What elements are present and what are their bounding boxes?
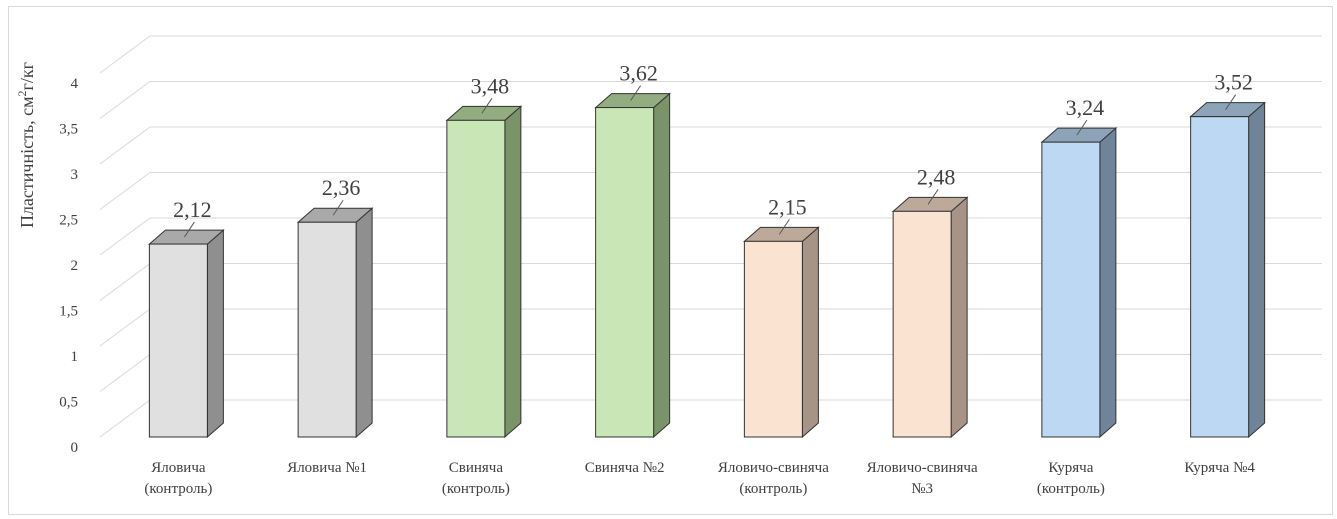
bar: 2,36 xyxy=(296,175,374,439)
x-tick-label: Яловича xyxy=(151,460,206,476)
x-tick-label: Свиняча xyxy=(449,460,504,476)
x-tick-label: Куряча xyxy=(1048,460,1093,476)
y-tick-label: 3 xyxy=(71,167,79,183)
data-label-leader xyxy=(481,98,493,114)
bar-front xyxy=(148,243,208,438)
bar-front xyxy=(297,221,357,438)
bar-front xyxy=(446,119,506,438)
x-tick-label: Яловича №1 xyxy=(287,460,367,476)
x-tick-label: №3 xyxy=(911,481,933,497)
bar-side xyxy=(355,207,373,439)
gridline-depth xyxy=(99,35,151,74)
data-label-leader xyxy=(630,85,642,101)
bar-side xyxy=(801,226,819,439)
y-tick-label: 2 xyxy=(71,258,79,274)
y-tick-label: 4 xyxy=(71,76,79,92)
bar: 3,24 xyxy=(1040,95,1118,439)
gridlines xyxy=(99,35,1322,438)
y-tick-label: 2,5 xyxy=(59,213,78,229)
y-tick-label: 3,5 xyxy=(59,122,78,138)
bar-side xyxy=(1099,127,1117,439)
data-label-leader xyxy=(1225,94,1237,110)
data-label-leader xyxy=(183,221,195,238)
bar: 2,15 xyxy=(743,194,820,439)
bar-front xyxy=(595,107,655,438)
bar-front xyxy=(1041,141,1101,438)
y-axis-ticks: 0 0,5 1 1,5 2 2,5 3 3,5 4 xyxy=(59,76,78,456)
x-tick-label: (контроль) xyxy=(442,481,510,497)
x-tick-label: (контроль) xyxy=(144,481,212,497)
x-tick-label: Яловичо-свиняча xyxy=(718,460,829,476)
bars: 2,12 2,36 3,48 3,62 2,15 2,48 3,24 3,52 xyxy=(148,61,1266,439)
y-tick-label: 0 xyxy=(71,440,79,456)
y-axis-title: Пластичність, см2г/кг xyxy=(15,62,37,228)
bar-side xyxy=(653,92,671,439)
data-label: 2,48 xyxy=(917,164,956,189)
data-label: 2,15 xyxy=(768,194,807,219)
data-label: 2,36 xyxy=(322,175,361,200)
gridline-depth xyxy=(99,172,151,210)
y-tick-label: 1 xyxy=(71,349,79,365)
bar-side xyxy=(950,196,968,439)
bar-side xyxy=(504,105,522,439)
x-tick-label: (контроль) xyxy=(1037,481,1105,497)
gridline-depth xyxy=(99,399,151,438)
data-label-leader xyxy=(927,189,939,205)
gridline-depth xyxy=(99,308,151,347)
bar-side xyxy=(1248,101,1266,439)
y-tick-label: 0,5 xyxy=(59,395,78,411)
bar-front xyxy=(892,210,952,438)
data-label: 3,48 xyxy=(471,73,510,98)
data-label: 3,52 xyxy=(1214,70,1253,95)
x-tick-label: (контроль) xyxy=(739,481,807,497)
gridline-depth xyxy=(99,263,151,301)
bar-front xyxy=(1190,116,1250,438)
bar: 3,48 xyxy=(445,73,523,439)
y-tick-label: 1,5 xyxy=(59,304,78,320)
data-label-leader xyxy=(778,219,790,235)
x-tick-label: Яловичо-свиняча xyxy=(867,460,978,476)
gridline-depth xyxy=(99,126,151,165)
data-label: 3,62 xyxy=(619,61,658,86)
data-label-leader xyxy=(332,199,344,216)
data-label-leader xyxy=(1076,119,1088,136)
bar: 3,62 xyxy=(594,61,671,439)
bar: 2,48 xyxy=(891,164,969,439)
data-label: 2,12 xyxy=(173,197,212,222)
gridline-depth xyxy=(99,354,151,392)
bar: 3,52 xyxy=(1189,70,1266,439)
bar-side xyxy=(206,228,224,439)
data-label: 3,24 xyxy=(1066,95,1105,120)
gridline-depth xyxy=(99,81,151,119)
x-tick-label: Куряча №4 xyxy=(1184,460,1255,476)
bar: 2,12 xyxy=(148,197,225,439)
x-tick-label: Свиняча №2 xyxy=(585,460,665,476)
bar-front xyxy=(743,240,803,438)
gridline-depth xyxy=(99,217,151,256)
